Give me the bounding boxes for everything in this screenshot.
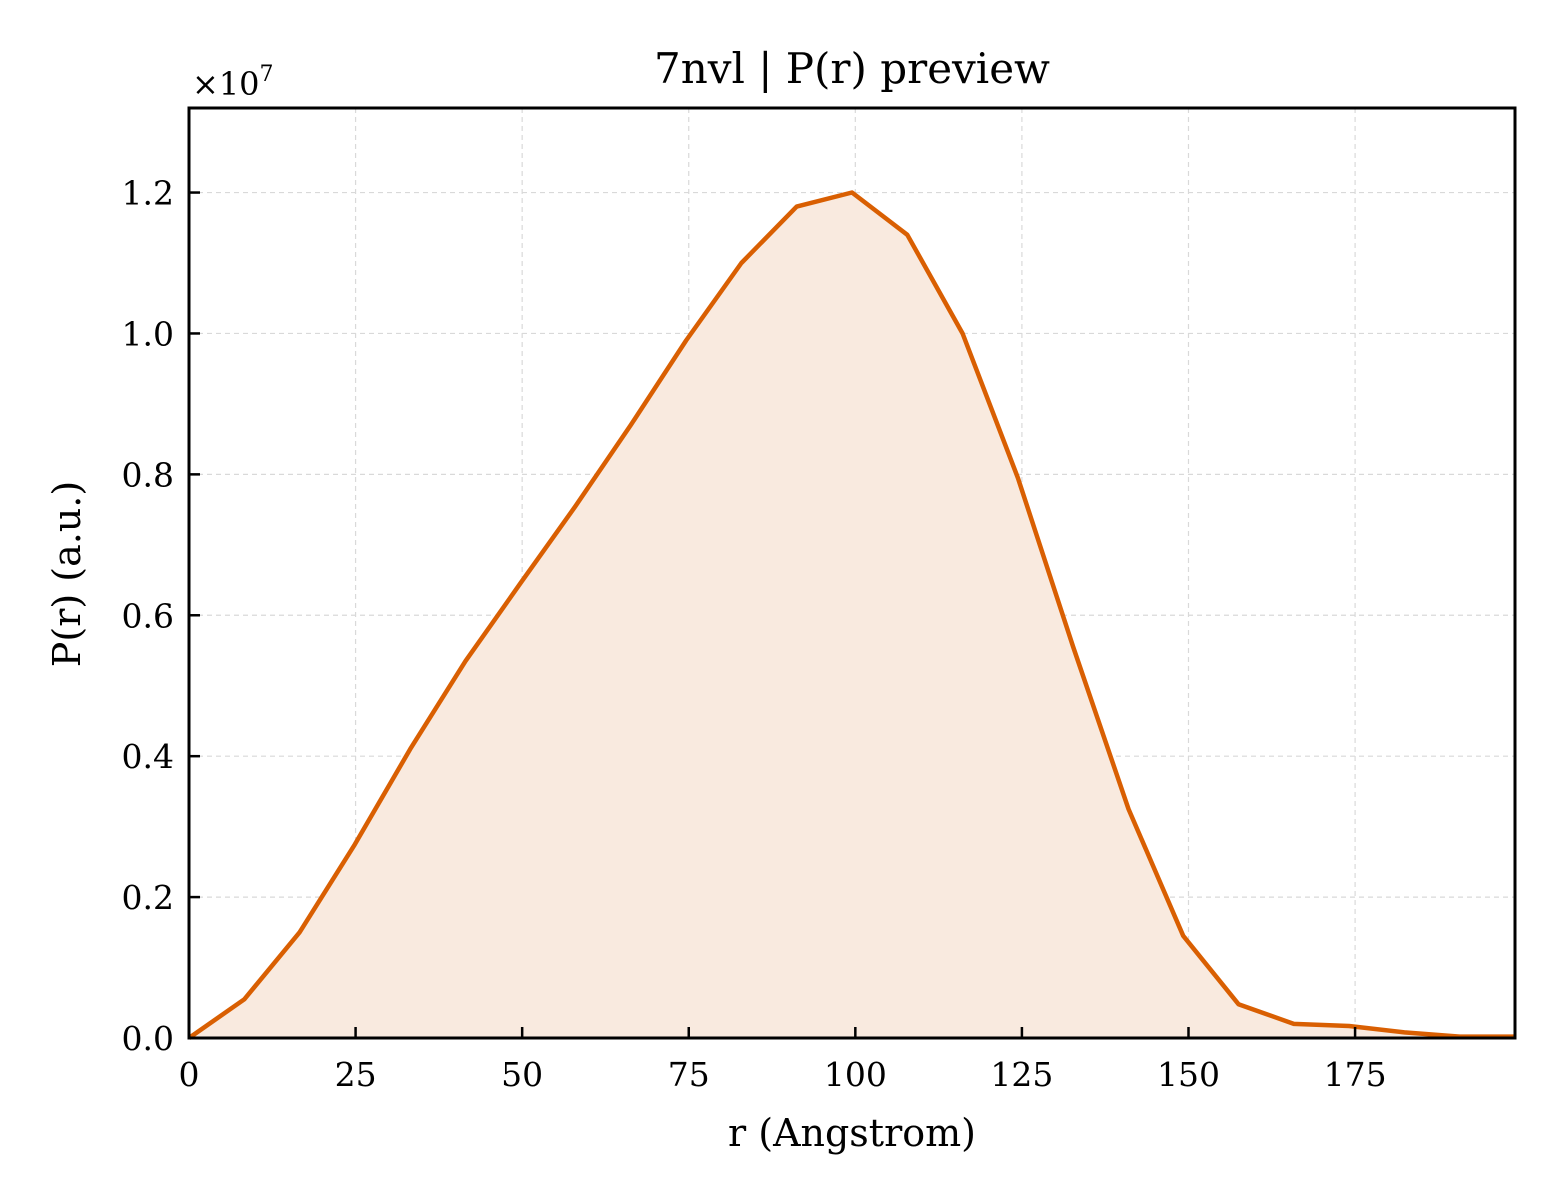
y-offset-exponent: 7 bbox=[260, 62, 274, 87]
y-axis-label: P(r) (a.u.) bbox=[45, 481, 89, 667]
y-tick-label: 1.0 bbox=[122, 314, 174, 353]
y-tick-label: 0.2 bbox=[122, 878, 174, 917]
x-tick-label: 75 bbox=[668, 1055, 710, 1094]
plot-frame bbox=[187, 106, 1517, 1040]
x-tick-label: 50 bbox=[501, 1055, 543, 1094]
x-tick-label: 25 bbox=[335, 1055, 377, 1094]
x-tick-label: 100 bbox=[824, 1055, 887, 1094]
y-tick-label: 0.8 bbox=[122, 455, 174, 494]
x-tick-label: 0 bbox=[179, 1055, 200, 1094]
x-tick-label: 125 bbox=[990, 1055, 1053, 1094]
series-line bbox=[187, 190, 1515, 1040]
y-tick-label: 0.6 bbox=[122, 596, 174, 635]
y-offset-base: ×10 bbox=[192, 65, 260, 103]
x-tick-label: 175 bbox=[1324, 1055, 1387, 1094]
y-tick-label: 0.4 bbox=[122, 737, 174, 776]
ticks: 0 25 50 75 100 125 150 175 0.0 0.2 0.4 0.6 0.8 1.0 1.2 bbox=[122, 174, 1387, 1094]
y-tick-label: 1.2 bbox=[122, 174, 174, 213]
y-tick-label: 0.0 bbox=[122, 1019, 174, 1058]
x-axis-label: r (Angstrom) bbox=[728, 1111, 976, 1155]
area-fill bbox=[189, 192, 1515, 1038]
chart-title: 7nvl | P(r) preview bbox=[654, 44, 1050, 93]
x-tick-label: 150 bbox=[1157, 1055, 1220, 1094]
y-offset-label: ×107 bbox=[192, 62, 274, 103]
